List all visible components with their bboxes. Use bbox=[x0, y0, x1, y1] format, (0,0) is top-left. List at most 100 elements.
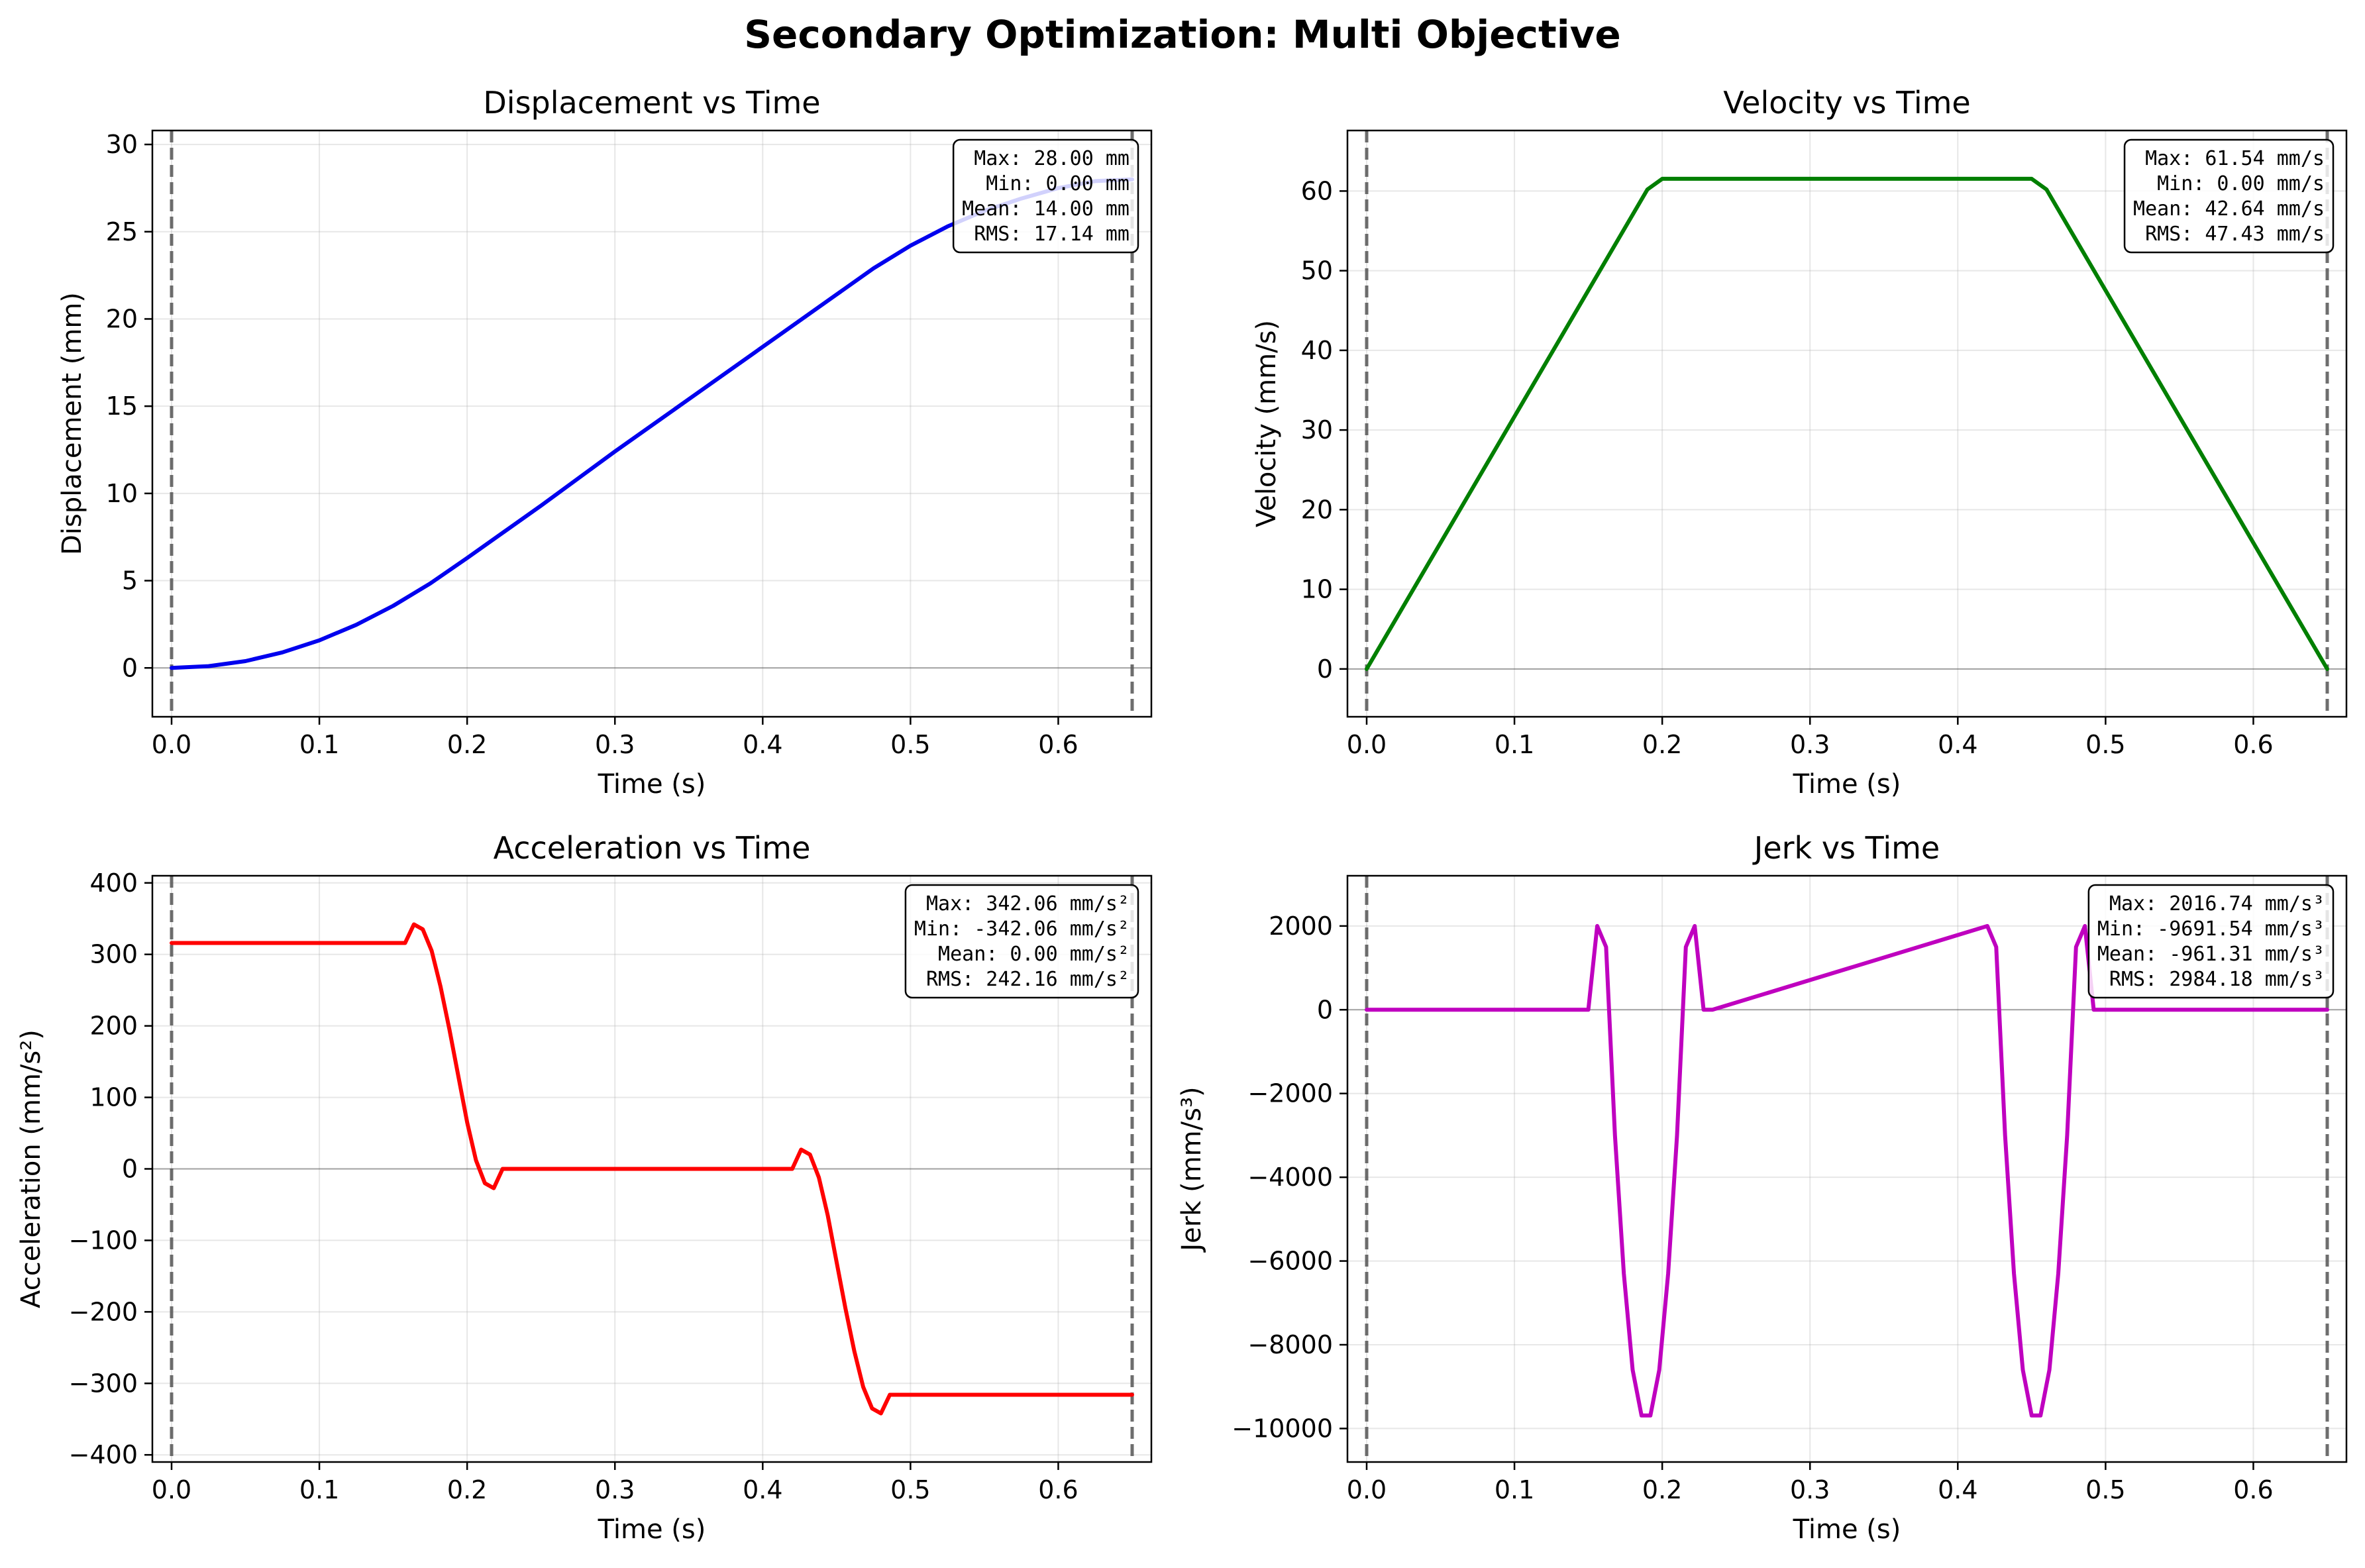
y-tick-label: 20 bbox=[106, 304, 138, 333]
stats-line: RMS: 2984.18 mm/s³ bbox=[2109, 968, 2325, 991]
y-tick-label: 2000 bbox=[1269, 912, 1333, 941]
y-axis-label: Acceleration (mm/s²) bbox=[16, 1029, 46, 1308]
x-tick-label: 0.6 bbox=[1038, 1475, 1078, 1504]
x-tick-label: 0.0 bbox=[152, 1475, 191, 1504]
y-tick-label: 10 bbox=[106, 479, 138, 508]
x-axis-label: Time (s) bbox=[598, 1514, 706, 1545]
stats-line: Mean: -961.31 mm/s³ bbox=[2097, 943, 2325, 966]
x-axis-label: Time (s) bbox=[598, 769, 706, 800]
stats-box bbox=[2123, 138, 2335, 254]
y-axis-label: Displacement (mm) bbox=[57, 292, 87, 555]
y-tick-label: −8000 bbox=[1247, 1330, 1333, 1359]
y-tick-label: 5 bbox=[122, 566, 138, 596]
x-tick-label: 0.2 bbox=[1642, 730, 1682, 759]
x-tick-label: 0.4 bbox=[1938, 730, 1977, 759]
stats-line: Max: 2016.74 mm/s³ bbox=[2109, 892, 2325, 915]
x-tick-label: 0.0 bbox=[1347, 1475, 1387, 1504]
x-tick-label: 0.3 bbox=[595, 1475, 635, 1504]
x-tick-label: 0.2 bbox=[447, 1475, 487, 1504]
y-tick-label: 30 bbox=[1301, 415, 1333, 444]
y-axis-label: Jerk (mm/s³) bbox=[1177, 1086, 1207, 1253]
x-tick-label: 0.6 bbox=[2233, 730, 2273, 759]
y-tick-label: 20 bbox=[1301, 495, 1333, 524]
x-axis-label: Time (s) bbox=[1793, 769, 1901, 800]
x-tick-label: 0.4 bbox=[743, 1475, 782, 1504]
x-tick-label: 0.3 bbox=[595, 730, 635, 759]
y-tick-label: 60 bbox=[1301, 176, 1333, 205]
y-tick-label: 0 bbox=[122, 653, 138, 682]
series-line bbox=[170, 922, 1134, 1416]
x-tick-label: 0.2 bbox=[447, 730, 487, 759]
chart-title: Displacement vs Time bbox=[483, 85, 820, 121]
x-tick-label: 0.5 bbox=[890, 1475, 930, 1504]
x-tick-label: 0.6 bbox=[1038, 730, 1078, 759]
x-tick-label: 0.1 bbox=[1495, 730, 1534, 759]
axes-frame bbox=[1346, 129, 2348, 718]
y-axis-label: Velocity (mm/s) bbox=[1251, 320, 1282, 527]
x-tick-label: 0.0 bbox=[152, 730, 191, 759]
y-tick-label: 15 bbox=[106, 392, 138, 421]
x-tick-label: 0.2 bbox=[1642, 1475, 1682, 1504]
y-tick-label: −4000 bbox=[1247, 1163, 1333, 1192]
stats-line: Max: 28.00 mm bbox=[974, 147, 1130, 170]
y-tick-label: 10 bbox=[1301, 575, 1333, 604]
x-tick-label: 0.1 bbox=[1495, 1475, 1534, 1504]
chart-title: Jerk vs Time bbox=[1752, 830, 1940, 866]
stats-box bbox=[2087, 884, 2335, 999]
y-tick-label: −100 bbox=[69, 1226, 138, 1255]
y-tick-label: 100 bbox=[89, 1083, 138, 1112]
y-tick-label: 0 bbox=[1317, 995, 1333, 1024]
stats-line: RMS: 242.16 mm/s² bbox=[926, 968, 1130, 991]
y-tick-label: −6000 bbox=[1247, 1247, 1333, 1276]
stats-line: RMS: 47.43 mm/s bbox=[2145, 223, 2325, 246]
series-line bbox=[1365, 923, 2329, 1418]
stats-line: Min: 0.00 mm bbox=[986, 172, 1130, 195]
x-tick-label: 0.6 bbox=[2233, 1475, 2273, 1504]
chart-title: Acceleration vs Time bbox=[494, 830, 811, 866]
y-tick-label: −2000 bbox=[1247, 1079, 1333, 1108]
x-tick-label: 0.5 bbox=[890, 730, 930, 759]
axes-frame bbox=[1346, 874, 2348, 1463]
y-tick-label: −400 bbox=[69, 1440, 138, 1469]
stats-line: Min: -342.06 mm/s² bbox=[914, 917, 1130, 941]
stats-box bbox=[952, 138, 1139, 254]
y-tick-label: 50 bbox=[1301, 256, 1333, 286]
stats-line: Mean: 42.64 mm/s bbox=[2133, 197, 2325, 221]
y-tick-label: 0 bbox=[122, 1155, 138, 1184]
y-tick-label: −200 bbox=[69, 1297, 138, 1326]
y-tick-label: −300 bbox=[69, 1369, 138, 1398]
y-tick-label: 400 bbox=[89, 868, 138, 898]
y-tick-label: 25 bbox=[106, 217, 138, 246]
stats-line: RMS: 17.14 mm bbox=[974, 223, 1130, 246]
y-tick-label: 30 bbox=[106, 130, 138, 159]
y-tick-label: −10000 bbox=[1232, 1414, 1333, 1443]
y-tick-label: 300 bbox=[89, 940, 138, 969]
series-line bbox=[1365, 176, 2329, 671]
x-tick-label: 0.1 bbox=[299, 1475, 339, 1504]
x-tick-label: 0.0 bbox=[1347, 730, 1387, 759]
stats-line: Mean: 0.00 mm/s² bbox=[938, 943, 1130, 966]
y-tick-label: 40 bbox=[1301, 336, 1333, 365]
chart-panel-1: 0.0 0.1 0.2 0.3 0.4 0.5 0.6 0 5 10 15 20 25 30 Displac… bbox=[57, 85, 1153, 800]
chart-panel-3: 0.0 0.1 0.2 0.3 0.4 0.5 0.6 −400 −300 −200 −100 0 10… bbox=[16, 830, 1153, 1545]
stats-box bbox=[904, 884, 1139, 999]
axes-frame bbox=[151, 129, 1153, 718]
x-tick-label: 0.4 bbox=[743, 730, 782, 759]
figure-title: Secondary Optimization: Multi Objective bbox=[744, 12, 1621, 57]
stats-line: Max: 61.54 mm/s bbox=[2145, 147, 2325, 170]
stats-line: Min: 0.00 mm/s bbox=[2157, 172, 2325, 195]
x-tick-label: 0.3 bbox=[1790, 730, 1830, 759]
stats-line: Min: -9691.54 mm/s³ bbox=[2097, 917, 2325, 941]
x-tick-label: 0.1 bbox=[299, 730, 339, 759]
stats-line: Max: 342.06 mm/s² bbox=[926, 892, 1130, 915]
chart-panel-2: 0.0 0.1 0.2 0.3 0.4 0.5 0.6 0 10 20 30 40 50 60 Veloci… bbox=[1251, 85, 2348, 800]
x-tick-label: 0.5 bbox=[2085, 730, 2125, 759]
y-tick-label: 0 bbox=[1317, 654, 1333, 684]
x-axis-label: Time (s) bbox=[1793, 1514, 1901, 1545]
x-tick-label: 0.4 bbox=[1938, 1475, 1977, 1504]
stats-line: Mean: 14.00 mm bbox=[962, 197, 1130, 221]
x-tick-label: 0.3 bbox=[1790, 1475, 1830, 1504]
chart-title: Velocity vs Time bbox=[1723, 85, 1970, 121]
